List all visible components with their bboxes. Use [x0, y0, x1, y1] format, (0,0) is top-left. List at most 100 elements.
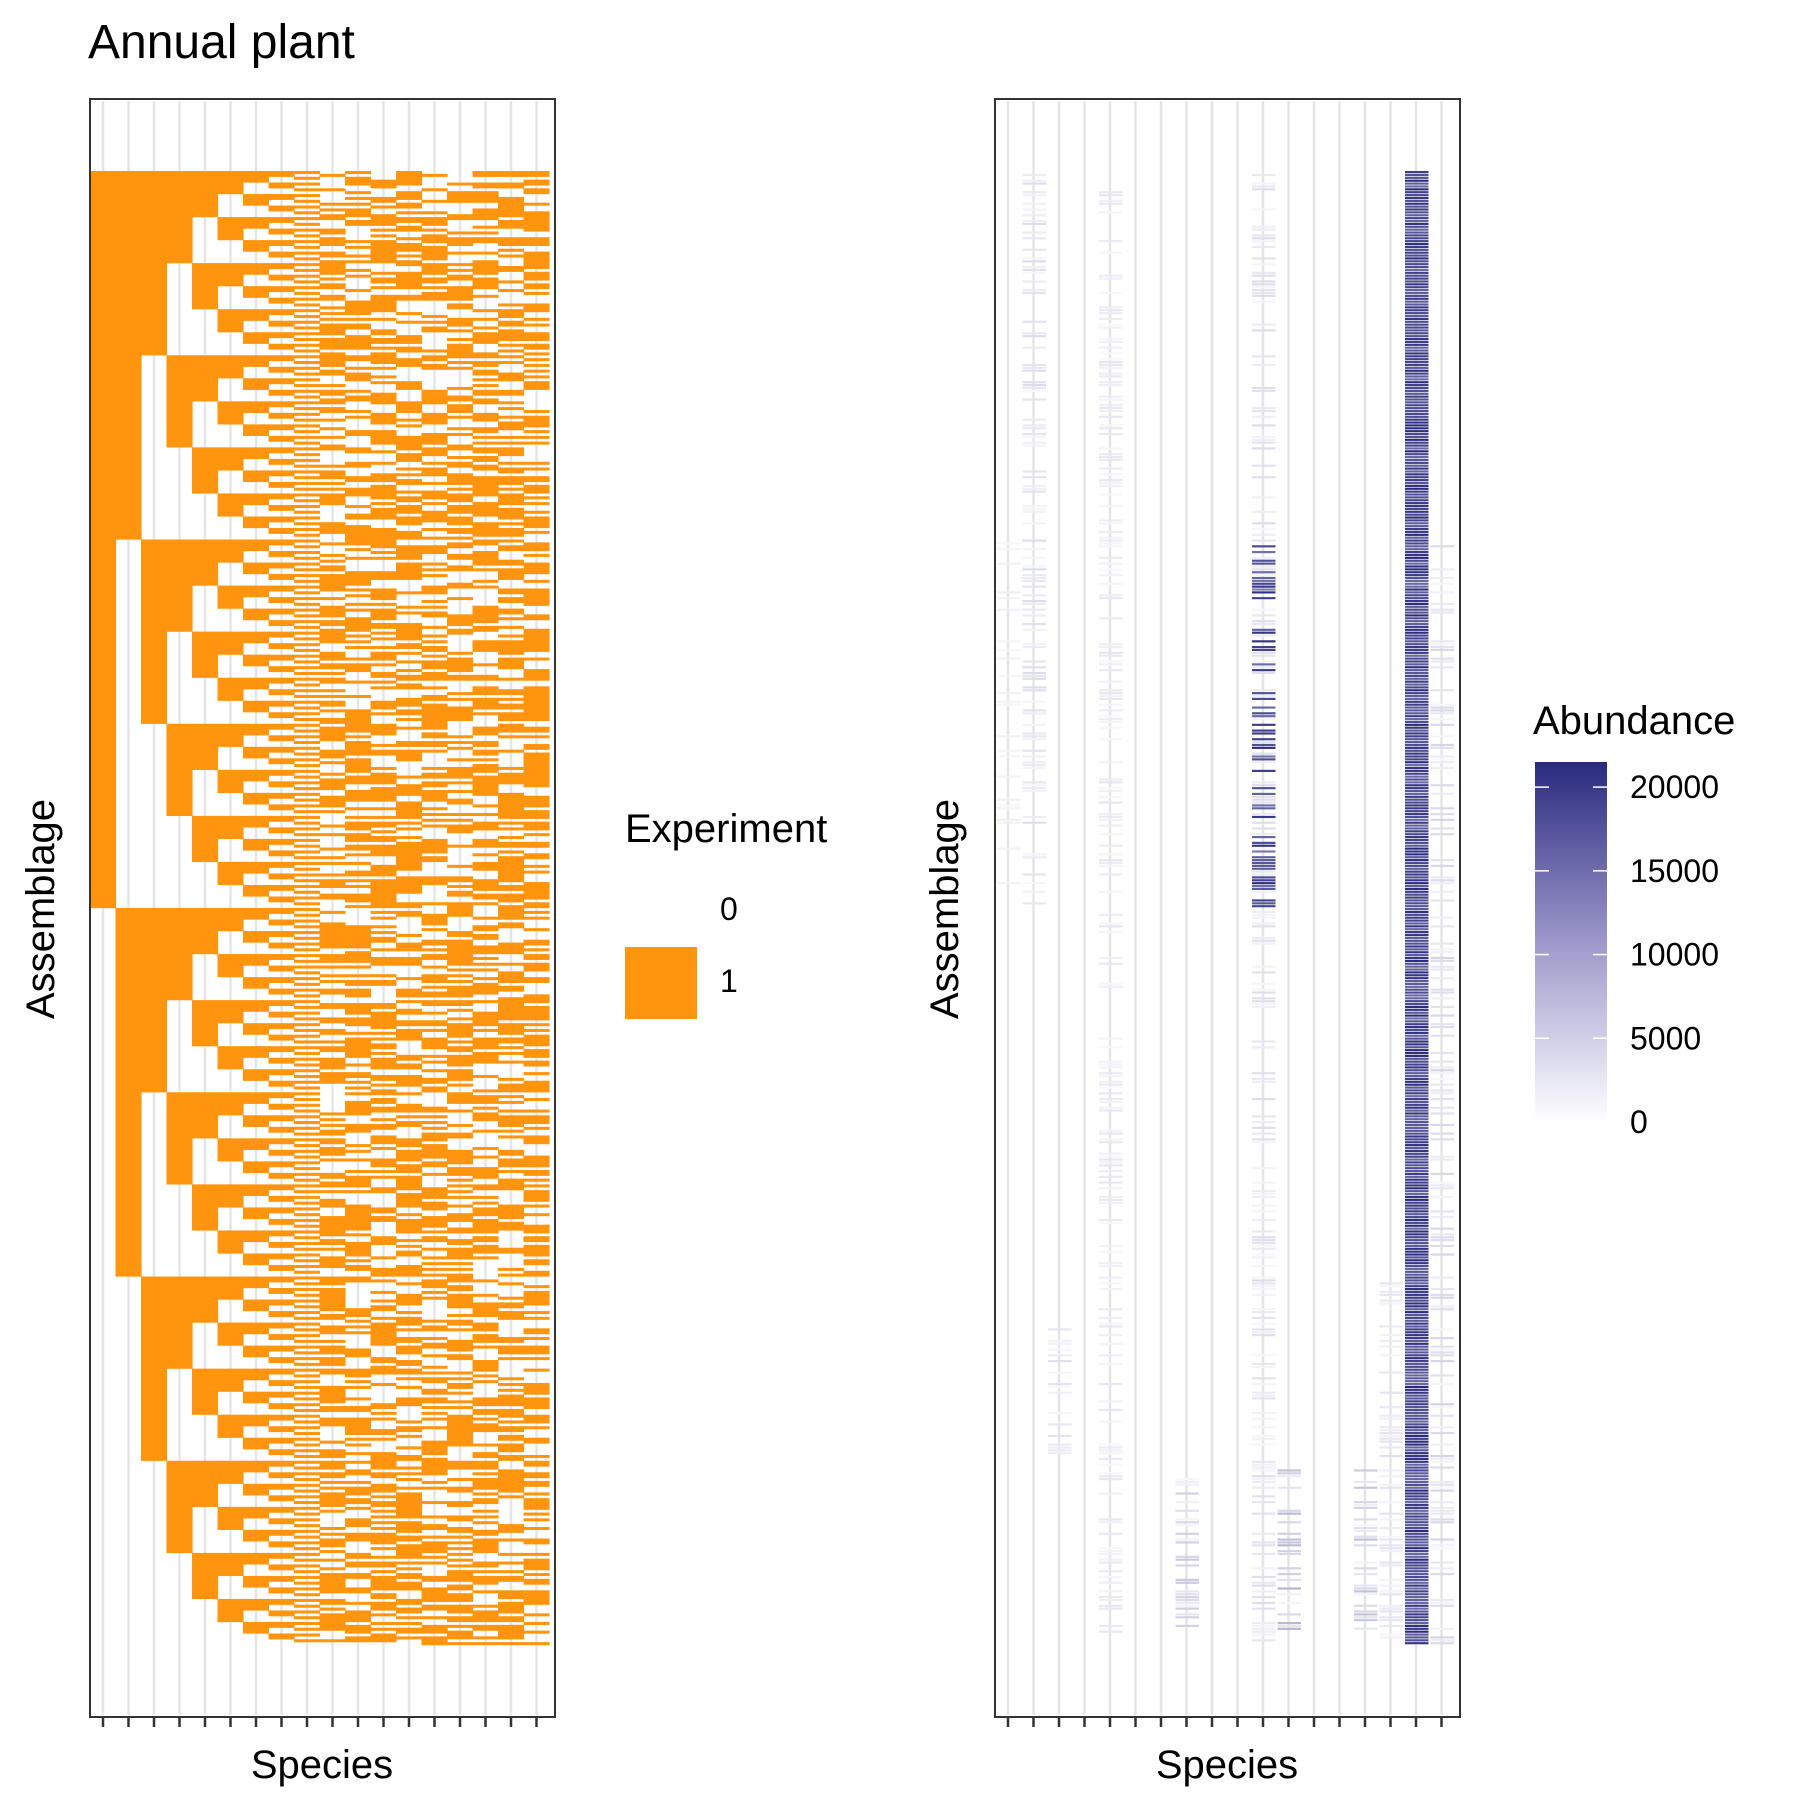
heatmap-cell: [217, 263, 244, 287]
heatmap-cell: [370, 1561, 397, 1568]
heatmap-cell: [370, 1316, 397, 1320]
heatmap-cell: [1405, 519, 1429, 522]
heatmap-cell: [243, 1460, 270, 1473]
heatmap-cell: [1099, 1164, 1123, 1167]
heatmap-cell: [1099, 1570, 1123, 1573]
heatmap-cell: [1099, 372, 1123, 375]
heatmap-cell: [268, 378, 295, 385]
heatmap-cell: [1022, 369, 1046, 372]
heatmap-cell: [268, 1161, 295, 1168]
heatmap-cell: [447, 1069, 474, 1081]
heatmap-cell: [217, 815, 244, 840]
heatmap-cell: [1430, 965, 1454, 968]
heatmap-cell: [294, 1414, 321, 1418]
heatmap-cell: [1099, 1152, 1123, 1155]
heatmap-cell: [345, 879, 372, 883]
heatmap-cell: [1405, 954, 1429, 957]
heatmap-cell: [1252, 916, 1276, 919]
heatmap-cell: [523, 1357, 550, 1361]
heatmap-cell: [294, 712, 321, 716]
heatmap-cell: [345, 395, 372, 402]
heatmap-cell: [294, 1633, 321, 1637]
heatmap-cell: [396, 467, 423, 471]
heatmap-cell: [345, 861, 372, 865]
heatmap-cell: [268, 228, 295, 235]
heatmap-cell: [345, 1092, 372, 1096]
heatmap-cell: [294, 982, 321, 986]
heatmap-cell: [421, 211, 448, 215]
heatmap-cell: [1405, 908, 1429, 911]
heatmap-cell: [1252, 1624, 1276, 1628]
heatmap-cell: [1405, 1466, 1429, 1469]
heatmap-cell: [1430, 988, 1454, 991]
heatmap-cell: [1430, 876, 1454, 879]
heatmap-cell: [370, 700, 397, 710]
heatmap-cell: [1430, 1406, 1454, 1409]
heatmap-cell: [1252, 173, 1276, 177]
heatmap-cell: [370, 680, 397, 684]
heatmap-cell: [447, 692, 474, 696]
heatmap-cell: [1252, 706, 1276, 709]
heatmap-cell: [1405, 355, 1429, 358]
heatmap-cell: [1099, 781, 1123, 784]
heatmap-cell: [1430, 1034, 1454, 1037]
heatmap-cell: [294, 1357, 321, 1361]
heatmap-cell: [1430, 640, 1454, 643]
heatmap-cell: [1048, 1411, 1072, 1414]
heatmap-cell: [370, 1051, 397, 1055]
heatmap-cell: [447, 473, 474, 485]
heatmap-cell: [523, 1460, 550, 1467]
heatmap-cell: [1405, 977, 1429, 980]
heatmap-cell: [1099, 1198, 1123, 1201]
heatmap-cell: [1252, 663, 1276, 666]
heatmap-cell: [1405, 1293, 1429, 1296]
heatmap-cell: [421, 1515, 448, 1519]
heatmap-cell: [1175, 1492, 1199, 1495]
heatmap-cell: [319, 1190, 346, 1194]
heatmap-cell: [1252, 1181, 1276, 1184]
heatmap-cell: [268, 1000, 295, 1007]
heatmap-cell: [523, 1126, 550, 1130]
heatmap-cell: [421, 585, 448, 595]
heatmap-cell: [1405, 289, 1429, 292]
heatmap-cell: [1430, 916, 1454, 919]
heatmap-cell: [1405, 1570, 1429, 1573]
heatmap-cell: [1405, 1000, 1429, 1003]
heatmap-cell: [421, 1132, 448, 1142]
heatmap-cell: [268, 884, 295, 891]
heatmap-cell: [447, 741, 474, 745]
heatmap-cell: [370, 864, 397, 877]
heatmap-cell: [498, 349, 525, 353]
heatmap-cell: [1354, 1627, 1378, 1630]
heatmap-cell: [370, 317, 397, 321]
heatmap-cell: [1405, 424, 1429, 427]
heatmap-cell: [1099, 530, 1123, 534]
heatmap-cell: [498, 361, 525, 365]
heatmap-cell: [294, 1426, 321, 1430]
heatmap-cell: [472, 1624, 499, 1631]
heatmap-cell: [319, 709, 346, 713]
heatmap-cell: [421, 1624, 448, 1634]
heatmap-cell: [1099, 1037, 1123, 1040]
heatmap-cell: [345, 1308, 372, 1317]
heatmap-cell: [1430, 1627, 1454, 1630]
heatmap-cell: [268, 1575, 295, 1582]
heatmap-cell: [396, 821, 423, 825]
heatmap-cell: [472, 1095, 499, 1104]
heatmap-cell: [1405, 1624, 1429, 1628]
heatmap-cell: [1430, 864, 1454, 867]
heatmap-cell: [217, 1046, 244, 1070]
heatmap-cell: [1405, 812, 1429, 816]
heatmap-cell: [1405, 873, 1429, 876]
heatmap-cell: [370, 450, 397, 454]
heatmap-cell: [345, 289, 372, 293]
heatmap-cell: [1405, 640, 1429, 643]
heatmap-cell: [294, 873, 321, 877]
heatmap-cell: [523, 1190, 550, 1202]
heatmap-cell: [1022, 487, 1046, 490]
heatmap-cell: [1405, 1230, 1429, 1233]
heatmap-cell: [1252, 738, 1276, 741]
heatmap-cell: [1379, 1518, 1403, 1521]
heatmap-cell: [396, 1420, 423, 1424]
heatmap-cell: [997, 749, 1021, 752]
